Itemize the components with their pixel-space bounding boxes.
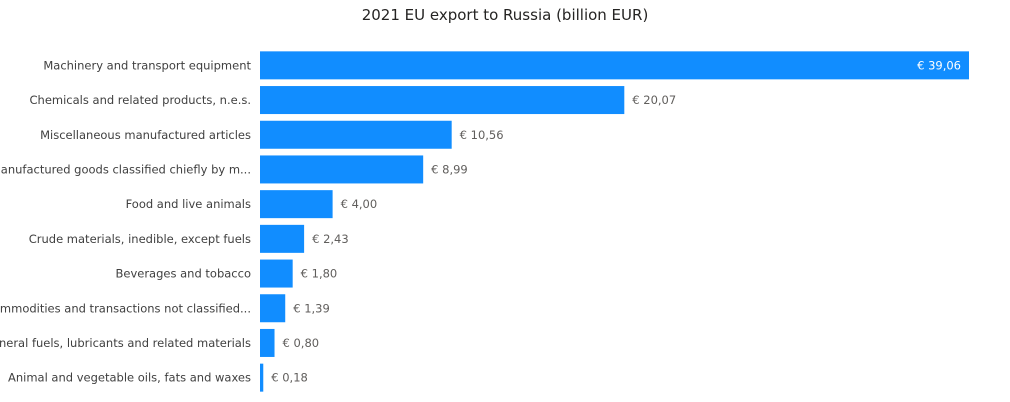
data-label: € 39,06 (917, 58, 961, 72)
bar[interactable] (260, 224, 305, 253)
category-label: Machinery and transport equipment (43, 58, 251, 72)
data-label: € 20,07 (632, 93, 676, 107)
data-label: € 8,99 (431, 162, 468, 176)
bar[interactable] (260, 51, 969, 80)
data-label: € 1,80 (301, 267, 338, 281)
bar[interactable] (260, 120, 452, 149)
data-label: € 2,43 (312, 232, 349, 246)
data-label: € 1,39 (293, 301, 330, 315)
bar[interactable] (260, 155, 424, 184)
chart-title: 2021 EU export to Russia (billion EUR) (361, 6, 649, 24)
data-label: € 0,18 (271, 371, 308, 385)
bar[interactable] (260, 363, 264, 392)
data-label: € 10,56 (460, 128, 504, 142)
category-label: Chemicals and related products, n.e.s. (30, 93, 251, 107)
category-label: Mineral fuels, lubricants and related ma… (0, 336, 251, 350)
bar[interactable] (260, 328, 275, 357)
data-label: € 4,00 (341, 197, 378, 211)
category-label: Crude materials, inedible, except fuels (29, 232, 251, 246)
category-label: Food and live animals (126, 197, 251, 211)
category-label: Animal and vegetable oils, fats and waxe… (8, 371, 251, 385)
bar[interactable] (260, 259, 293, 288)
bar[interactable] (260, 86, 625, 115)
category-label: Miscellaneous manufactured articles (40, 128, 251, 142)
data-label: € 0,80 (283, 336, 320, 350)
category-label: Manufactured goods classified chiefly by… (0, 162, 251, 176)
bar[interactable] (260, 190, 333, 219)
category-label: Beverages and tobacco (115, 267, 251, 281)
bar[interactable] (260, 294, 286, 323)
category-label: Commodities and transactions not classif… (0, 301, 251, 315)
